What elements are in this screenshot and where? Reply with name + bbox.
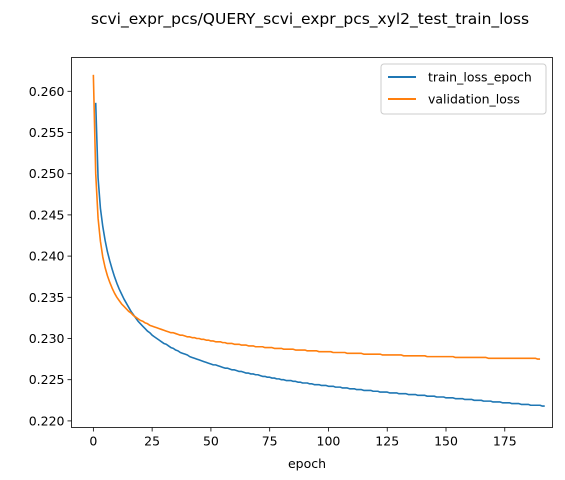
plot-frame — [71, 57, 553, 428]
x-tick-label: 25 — [144, 434, 160, 449]
x-tick-label: 0 — [89, 434, 97, 449]
x-tick-label: 100 — [317, 434, 341, 449]
y-tick-label: 0.250 — [29, 166, 65, 181]
y-tick-label: 0.260 — [29, 84, 65, 99]
x-tick-label: 125 — [375, 434, 399, 449]
y-tick-label: 0.225 — [29, 372, 65, 387]
chart-title: scvi_expr_pcs/QUERY_scvi_expr_pcs_xyl2_t… — [91, 10, 529, 29]
x-tick-label: 50 — [203, 434, 219, 449]
series-line-train-loss-epoch — [94, 102, 545, 407]
x-tick-label: 75 — [262, 434, 278, 449]
legend: train_loss_epoch validation_loss — [380, 63, 547, 115]
y-tick-label: 0.255 — [29, 125, 65, 140]
x-tick-label: 150 — [434, 434, 458, 449]
legend-label-train-loss-epoch: train_loss_epoch — [428, 70, 532, 85]
y-tick-label: 0.230 — [29, 331, 65, 346]
x-axis: 0 25 50 75 100 125 150 175 — [89, 427, 517, 449]
plot-area — [92, 74, 545, 407]
y-axis: 0.220 0.225 0.230 0.235 0.240 0.245 0.250 0.255… — [29, 84, 72, 428]
x-tick-label: 175 — [493, 434, 517, 449]
legend-label-validation-loss: validation_loss — [428, 92, 520, 107]
x-axis-label: epoch — [288, 456, 326, 471]
y-tick-label: 0.240 — [29, 249, 65, 264]
y-tick-label: 0.220 — [29, 413, 65, 428]
series-line-validation-loss — [92, 74, 541, 360]
y-tick-label: 0.245 — [29, 207, 65, 222]
legend-box — [380, 63, 547, 115]
y-tick-label: 0.235 — [29, 290, 65, 305]
